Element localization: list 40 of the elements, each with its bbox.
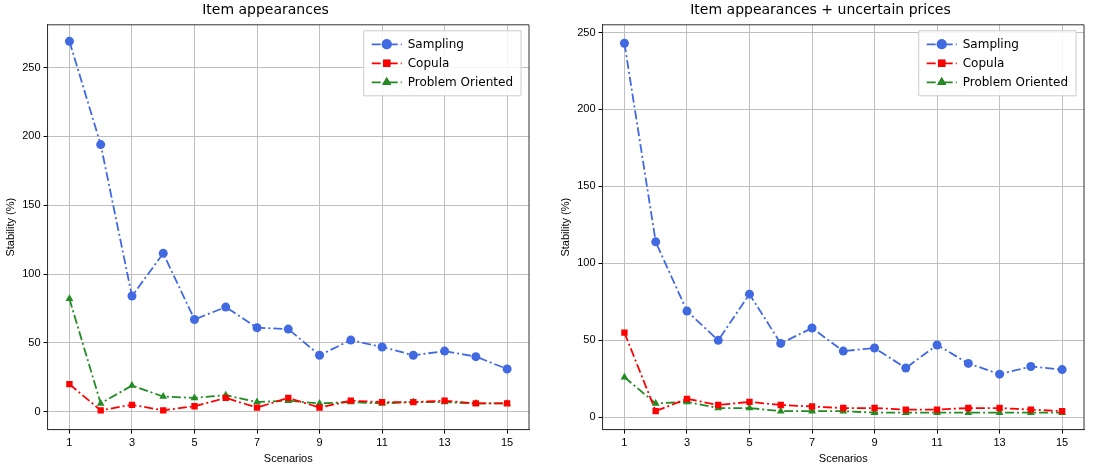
x-axis-title: Scenarios (818, 452, 869, 465)
y-tick-label: 200 (577, 102, 596, 115)
x-tick-label: 13 (993, 436, 1006, 449)
y-tick-label: 50 (28, 335, 41, 348)
x-tick-label: 11 (931, 436, 943, 449)
y-tick-label: 250 (22, 60, 41, 73)
y-tick-label: 50 (583, 333, 596, 346)
x-axis-title: Scenarios (263, 452, 314, 465)
y-tick-label: 0 (589, 410, 596, 423)
y-tick-label: 0 (34, 404, 41, 417)
chart-title: Item appearances + uncertain prices (690, 1, 951, 18)
y-axis-title: Stability (%) (3, 197, 16, 257)
x-tick-label: 3 (683, 436, 691, 449)
x-tick-label: 9 (871, 436, 878, 449)
x-tick-label: 13 (438, 436, 451, 449)
x-tick-label: 5 (746, 436, 753, 449)
y-tick-label: 200 (22, 129, 41, 142)
x-tick-label: 7 (808, 436, 816, 449)
y-tick-label: 150 (577, 179, 596, 192)
x-tick-label: 15 (500, 436, 514, 449)
x-tick-label: 1 (621, 436, 628, 449)
y-tick-label: 250 (577, 25, 596, 38)
y-tick-label: 150 (22, 198, 41, 211)
y-tick-label: 100 (22, 267, 41, 280)
x-tick-label: 1 (66, 436, 73, 449)
legend-label: Sampling (962, 37, 1019, 52)
legend-label: Problem Oriented (962, 75, 1068, 90)
x-tick-label: 5 (191, 436, 198, 449)
y-axis-title: Stability (%) (558, 197, 571, 257)
x-tick-label: 7 (253, 436, 261, 449)
x-tick-label: 11 (376, 436, 388, 449)
legend-label: Problem Oriented (407, 75, 513, 90)
legend-label: Copula (962, 56, 1005, 71)
x-tick-label: 3 (128, 436, 136, 449)
x-tick-label: 15 (1055, 436, 1069, 449)
legend-label: Copula (407, 56, 450, 71)
legend-label: Sampling (407, 37, 464, 52)
x-tick-label: 9 (316, 436, 323, 449)
y-tick-label: 100 (577, 256, 596, 269)
chart-title: Item appearances (202, 1, 329, 18)
